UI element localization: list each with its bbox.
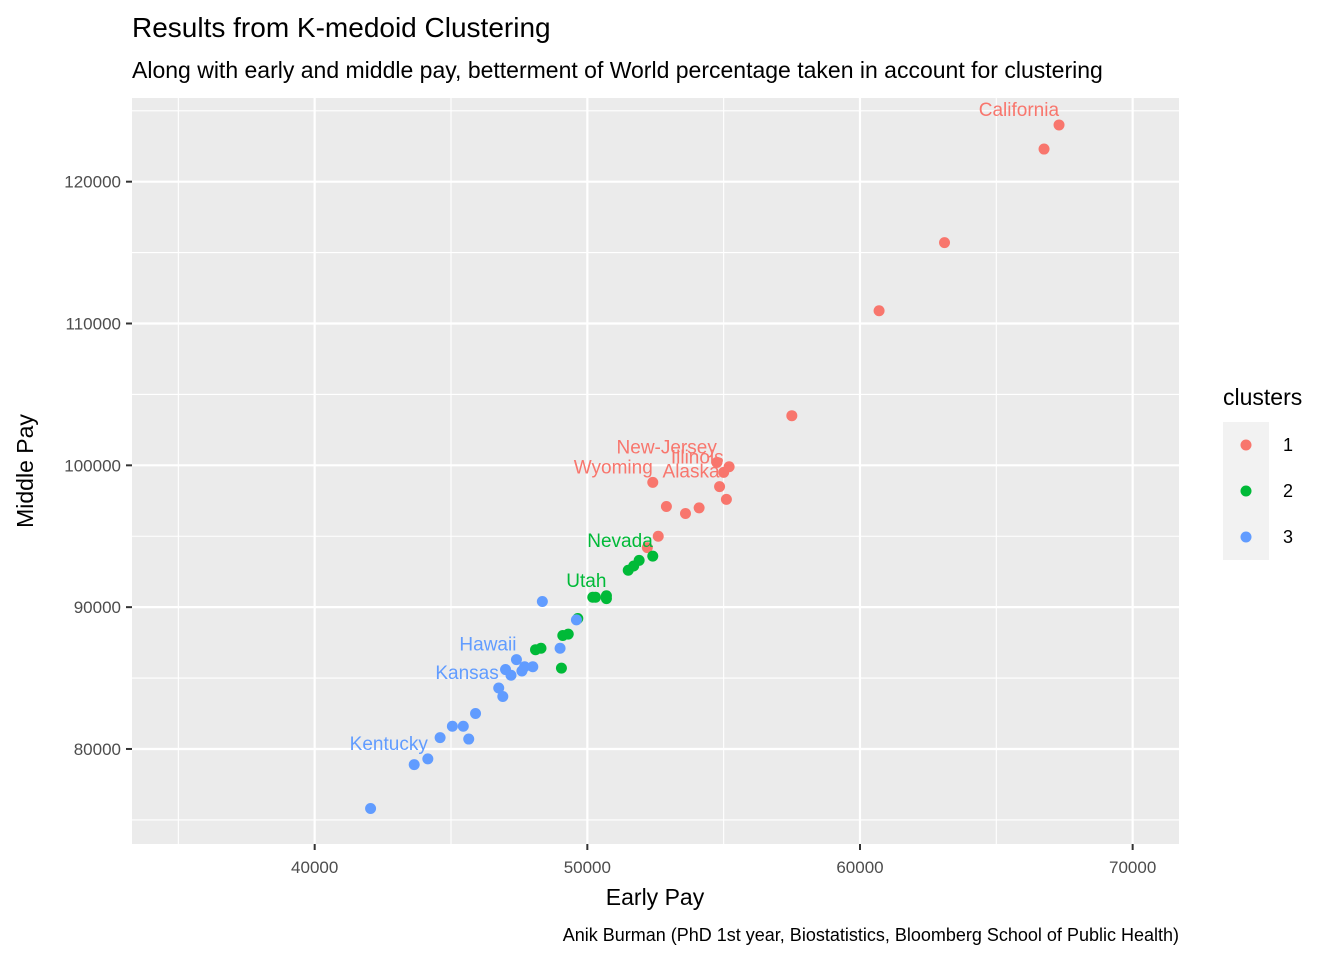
data-point-cluster-3 [446,720,458,732]
data-point-cluster-1 [693,502,705,514]
y-axis: 80000 90000 100000 110000 120000 [64,173,132,759]
data-point-cluster-2 [530,644,542,656]
data-point-cluster-1 [641,542,653,554]
point-label: Nevada [587,531,653,552]
data-point-cluster-2 [555,662,567,674]
x-tick-label: 70000 [1109,858,1156,877]
legend-label: 3 [1283,527,1293,547]
major-gridlines [132,98,1179,844]
data-point-cluster-1 [660,500,672,512]
minor-gridlines [132,98,1179,844]
data-point-cluster-1 [720,493,732,505]
legend: clusters 1 2 3 [1223,384,1302,560]
plot-panel [132,98,1179,844]
x-axis-title: Early Pay [606,884,705,910]
data-point-cluster-2 [557,630,569,642]
data-point-cluster-3 [470,708,482,720]
data-point-cluster-3 [493,682,505,694]
x-tick-label: 60000 [836,858,883,877]
data-points [365,119,1065,815]
data-point-cluster-3 [505,669,517,681]
data-point-cluster-3 [527,661,539,673]
data-point-cluster-3 [554,642,566,654]
chart-caption: Anik Burman (PhD 1st year, Biostatistics… [563,925,1179,945]
x-axis: 40000 50000 60000 70000 [291,844,1156,877]
data-point-cluster-1 [711,456,723,468]
y-tick-label: 120000 [64,173,121,192]
data-point-cluster-3 [497,691,509,703]
point-label: New-Jersey [617,437,718,458]
y-tick-label: 100000 [64,456,121,475]
point-label: Kansas [435,663,498,684]
point-label: Alaska [663,462,720,483]
data-point-cluster-2 [647,550,659,562]
point-label: Kentucky [350,734,429,755]
y-tick-label: 80000 [74,740,121,759]
data-point-cluster-1 [939,237,951,249]
legend-key-point [1240,531,1252,543]
data-point-cluster-1 [714,481,726,493]
data-point-cluster-1 [1053,119,1065,131]
legend-title: clusters [1223,384,1302,410]
data-point-cluster-3 [422,753,434,765]
legend-key-point [1240,439,1252,451]
data-point-cluster-1 [679,508,691,520]
data-point-cluster-1 [652,530,664,542]
data-point-cluster-1 [1038,143,1050,155]
data-point-cluster-3 [516,665,528,677]
chart-title: Results from K-medoid Clustering [132,12,551,43]
point-label: Utah [566,571,606,592]
legend-key-point [1240,485,1252,497]
y-axis-title: Middle Pay [12,414,38,528]
data-point-cluster-3 [408,759,420,771]
point-label: Hawaii [459,635,516,656]
point-label: Wyoming [574,457,653,478]
data-point-cluster-2 [587,591,599,603]
y-tick-label: 90000 [74,598,121,617]
legend-label: 1 [1283,435,1293,455]
data-point-cluster-2 [622,564,634,576]
data-point-cluster-3 [536,595,548,607]
data-point-cluster-3 [510,654,522,666]
x-tick-label: 50000 [564,858,611,877]
point-label: California [979,100,1060,121]
data-point-cluster-3 [570,614,582,626]
y-tick-label: 110000 [66,315,121,334]
data-point-cluster-1 [718,466,730,478]
point-label: Illinois [671,447,724,468]
data-point-cluster-3 [463,733,475,745]
data-point-cluster-3 [434,732,446,744]
data-point-cluster-3 [365,803,377,815]
data-point-cluster-1 [647,476,659,488]
data-point-cluster-2 [600,593,612,605]
x-tick-label: 40000 [291,858,338,877]
data-point-cluster-1 [786,410,798,422]
chart-subtitle: Along with early and middle pay, betterm… [132,57,1103,83]
data-point-cluster-1 [873,305,885,317]
legend-label: 2 [1283,481,1293,501]
data-point-cluster-3 [457,720,469,732]
